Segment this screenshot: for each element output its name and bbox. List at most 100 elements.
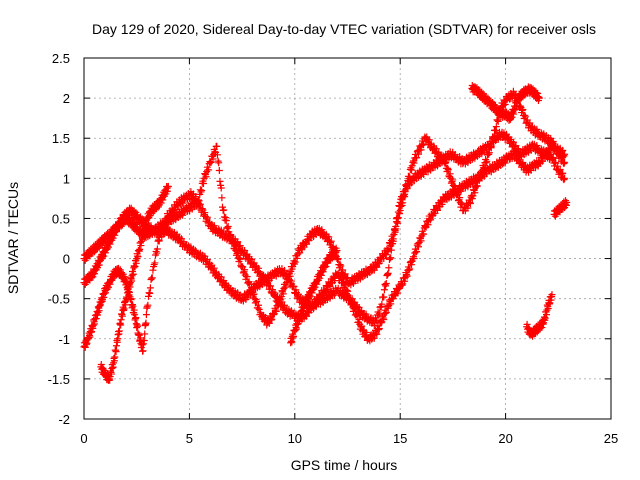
- y-tick-label: 2: [63, 91, 70, 106]
- data-point-track-b: [142, 311, 150, 319]
- data-point-track-c: [406, 173, 414, 181]
- data-point-track-a: [382, 280, 390, 288]
- data-point-track-c: [223, 224, 231, 232]
- data-point-track-d: [164, 182, 172, 190]
- data-point-track-c: [394, 219, 402, 227]
- data-point-track-d: [129, 270, 137, 278]
- data-point-track-b: [343, 287, 351, 295]
- data-point-track-b: [420, 230, 428, 238]
- data-point-track-a: [551, 158, 559, 166]
- data-point-track-b: [145, 289, 153, 297]
- data-point-track-c: [227, 231, 235, 239]
- data-point-track-c: [485, 149, 493, 157]
- data-point-track-c: [222, 214, 230, 222]
- data-point-track-c: [520, 114, 528, 122]
- data-point-track-b: [415, 243, 423, 251]
- data-point-track-c: [224, 223, 232, 231]
- data-point-track-a: [375, 311, 383, 319]
- y-tick-label: 1: [63, 171, 70, 186]
- data-point-track-c: [399, 192, 407, 200]
- data-point-track-b: [129, 302, 137, 310]
- plot-frame: [83, 57, 612, 420]
- data-point-track-c: [519, 105, 527, 113]
- data-point-track-c: [482, 159, 490, 167]
- data-point-track-c: [279, 290, 287, 298]
- data-point-track-b: [146, 289, 154, 297]
- grid: [84, 58, 611, 419]
- data-point-track-b: [201, 209, 209, 217]
- data-point-track-b: [311, 299, 319, 307]
- data-point-track-b: [417, 237, 425, 245]
- data-point-track-c: [441, 159, 449, 167]
- data-point-track-b: [148, 274, 156, 282]
- data-point-track-c: [327, 237, 335, 245]
- data-point-track-c: [327, 239, 335, 247]
- x-tick-label: 15: [393, 431, 407, 446]
- data-point-track-a: [380, 293, 388, 301]
- data-point-track-c: [394, 214, 402, 222]
- data-point-track-c: [560, 160, 568, 168]
- data-point-track-d: [136, 245, 144, 253]
- data-point-track-b: [382, 309, 390, 317]
- data-point-track-c: [401, 188, 409, 196]
- data-point-track-c: [236, 255, 244, 263]
- data-point-track-b: [142, 319, 150, 327]
- data-point-track-b: [421, 222, 429, 230]
- data-point-track-d: [125, 288, 133, 296]
- data-point-track-c: [389, 235, 397, 243]
- data-point-track-a: [287, 277, 295, 285]
- data-point-track-d: [115, 327, 123, 335]
- data-point-track-a: [384, 271, 392, 279]
- data-point-track-a: [559, 169, 567, 177]
- data-point-track-c: [339, 266, 347, 274]
- data-point-track-b: [141, 330, 149, 338]
- data-point-track-c: [449, 176, 457, 184]
- data-point-track-b: [140, 337, 148, 345]
- data-point-track-d: [117, 316, 125, 324]
- data-point-track-a: [387, 254, 395, 262]
- data-point-track-c: [548, 138, 556, 146]
- chart-title: Day 129 of 2020, Sidereal Day-to-day VTE…: [92, 21, 596, 37]
- data-point-track-c: [549, 138, 557, 146]
- data-point-track-b: [403, 272, 411, 280]
- data-point-track-c: [286, 272, 294, 280]
- data-point-track-c: [198, 187, 206, 195]
- data-point-track-c: [494, 116, 502, 124]
- data-point-track-c: [233, 250, 241, 258]
- x-tick-label: 0: [80, 431, 87, 446]
- axis-ticks: 0 5 10 15 20 25 -2 -1.5 -1 -0.5 0 0.5 1 1.5 2 2.5: [48, 51, 619, 446]
- data-point-track-c: [410, 159, 418, 167]
- data-point-track-c: [487, 144, 495, 152]
- data-point-track-c: [282, 283, 290, 291]
- data-point-track-b: [155, 236, 163, 244]
- data-point-track-c: [194, 196, 202, 204]
- data-point-track-b: [387, 300, 395, 308]
- data-point-track-c: [490, 134, 498, 142]
- data-point-track-c: [501, 100, 509, 108]
- y-tick-label: 0.5: [52, 211, 70, 226]
- data-point-track-c: [268, 315, 276, 323]
- data-point-track-b: [380, 315, 388, 323]
- data-point-track-a: [380, 286, 388, 294]
- data-point-track-b: [144, 301, 152, 309]
- data-point-track-c: [480, 165, 488, 173]
- y-tick-label: -0.5: [48, 292, 70, 307]
- data-point-track-c: [473, 182, 481, 190]
- data-points: [80, 81, 571, 384]
- data-point-track-c: [231, 242, 239, 250]
- data-point-track-c: [399, 199, 407, 207]
- data-point-track-b: [344, 287, 352, 295]
- data-point-track-c: [492, 127, 500, 135]
- data-point-track-b: [310, 303, 318, 311]
- data-point-track-b: [434, 206, 442, 214]
- data-point-track-b: [439, 198, 447, 206]
- data-point-track-c: [209, 155, 217, 163]
- data-point-track-c: [197, 188, 205, 196]
- data-point-track-c: [480, 164, 488, 172]
- data-point-track-c: [561, 158, 569, 166]
- data-point-track-c: [471, 189, 479, 197]
- data-point-track-c: [395, 208, 403, 216]
- data-point-track-d: [140, 228, 148, 236]
- data-point-track-b: [413, 248, 421, 256]
